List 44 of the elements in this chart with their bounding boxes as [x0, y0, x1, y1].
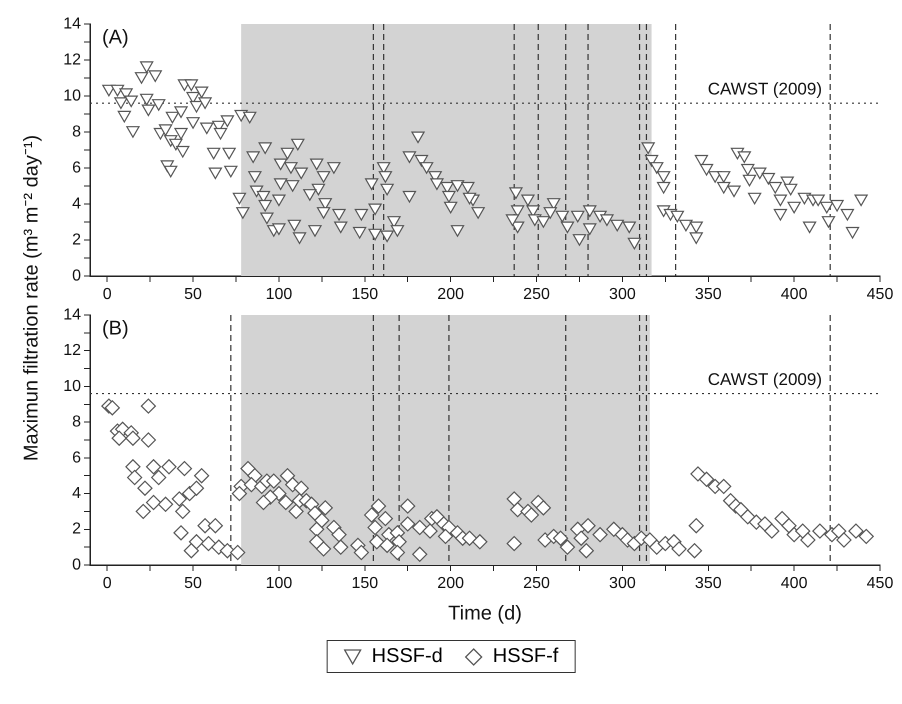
x-tick-label: 200 [437, 286, 464, 304]
x-axis-title: Time (d) [448, 602, 522, 625]
x-tick-label: 400 [780, 575, 808, 592]
x-tick-label: 50 [184, 286, 202, 304]
y-axis-title: Maximun filtration rate (m³ m⁻² day⁻¹) [20, 134, 44, 462]
x-tick-label: 300 [609, 286, 636, 304]
x-tick-label: 100 [266, 575, 292, 592]
legend-label: HSSF-d [372, 645, 443, 668]
y-tick-label: 0 [72, 267, 82, 284]
y-tick-label: 0 [72, 556, 82, 574]
annotation: (B) [102, 318, 129, 340]
y-tick-label: 14 [63, 15, 82, 32]
x-tick-label: 150 [351, 575, 378, 592]
annotation: (A) [102, 26, 129, 49]
y-tick-label: 4 [72, 484, 82, 502]
y-tick-label: 2 [72, 520, 82, 538]
x-tick-label: 300 [609, 575, 636, 592]
y-tick-label: 4 [72, 195, 82, 212]
x-tick-label: 50 [184, 575, 202, 592]
x-tick-label: 250 [523, 575, 550, 592]
y-tick-label: 14 [63, 306, 82, 324]
y-tick-label: 12 [63, 51, 82, 68]
x-tick-label: 150 [351, 286, 378, 304]
x-tick-label: 100 [266, 286, 292, 304]
x-tick-label: 350 [694, 575, 722, 592]
ref-line-label: CAWST (2009) [708, 79, 822, 98]
x-tick-label: 0 [102, 575, 112, 592]
x-tick-label: 0 [102, 286, 112, 304]
x-tick-label: 450 [866, 575, 894, 592]
x-tick-label: 350 [694, 286, 722, 304]
y-tick-label: 2 [72, 231, 82, 248]
y-tick-label: 8 [72, 123, 82, 140]
y-tick-label: 6 [72, 159, 82, 176]
x-tick-label: 250 [523, 286, 550, 304]
x-tick-label: 450 [866, 286, 894, 304]
y-tick-label: 6 [72, 449, 82, 466]
legend-label: HSSF-f [492, 645, 558, 668]
ref-line-label: CAWST (2009) [708, 370, 822, 389]
y-tick-label: 8 [72, 414, 82, 431]
y-tick-label: 12 [63, 342, 82, 360]
x-tick-label: 200 [437, 575, 464, 592]
y-tick-label: 10 [63, 87, 82, 104]
x-tick-label: 400 [780, 286, 808, 304]
y-tick-label: 10 [63, 378, 82, 395]
